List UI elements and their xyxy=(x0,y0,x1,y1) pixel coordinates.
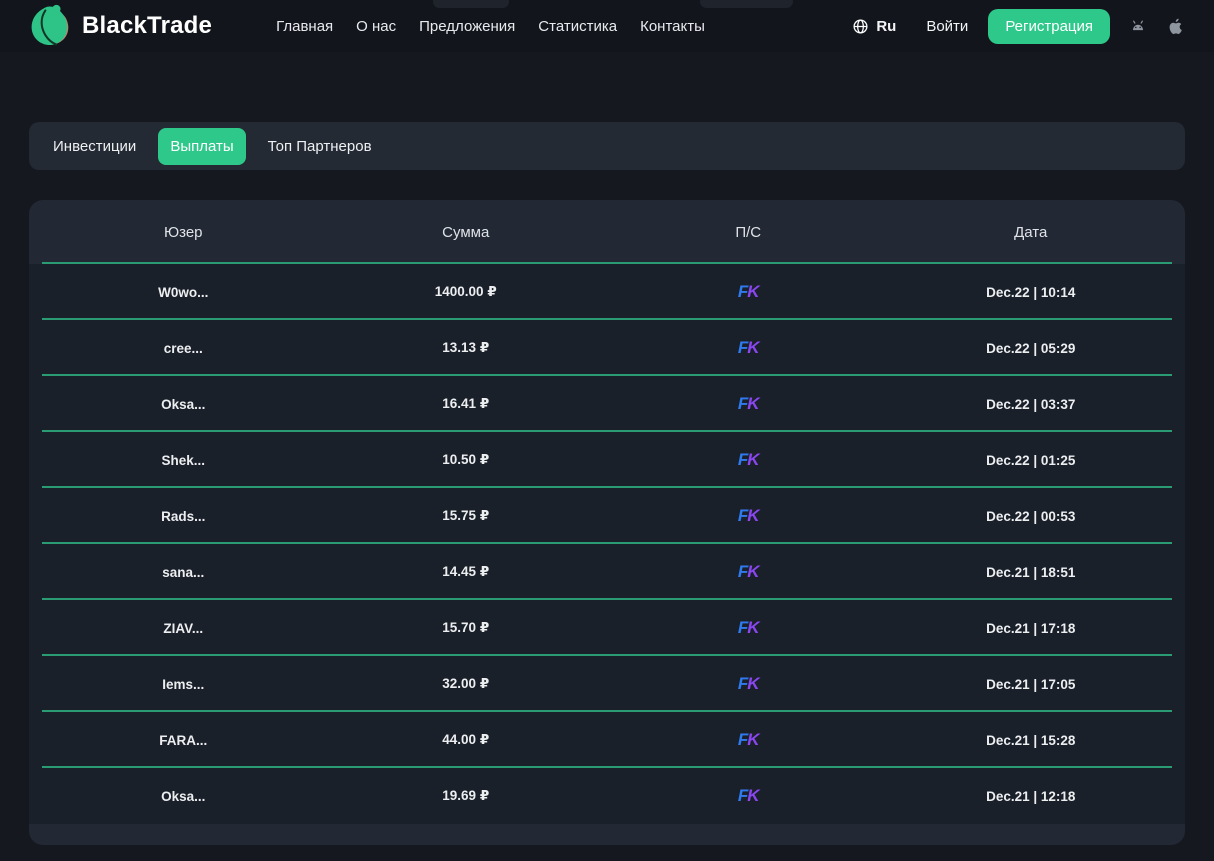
table-row: sana... 14.45 ₽ FK Dec.21 | 18:51 xyxy=(29,544,1185,600)
payment-system-cell: FK xyxy=(607,338,890,358)
amount-cell: 1400.00 ₽ xyxy=(325,284,608,300)
top-navbar: BlackTrade Главная О нас Предложения Статис… xyxy=(0,0,1214,52)
user-cell: Rads... xyxy=(42,509,325,524)
amount-cell: 16.41 ₽ xyxy=(325,396,608,412)
user-cell: Shek... xyxy=(42,453,325,468)
freekassa-icon: FK xyxy=(738,674,759,693)
register-button[interactable]: Регистрация xyxy=(988,9,1110,44)
brand-name: BlackTrade xyxy=(82,12,212,40)
date-cell: Dec.22 | 03:37 xyxy=(890,397,1173,412)
payment-system-cell: FK xyxy=(607,450,890,470)
user-cell: W0wo... xyxy=(42,285,325,300)
amount-cell: 14.45 ₽ xyxy=(325,564,608,580)
tab-1[interactable]: Выплаты xyxy=(158,128,245,165)
user-cell: sana... xyxy=(42,565,325,580)
table-row: Shek... 10.50 ₽ FK Dec.22 | 01:25 xyxy=(29,432,1185,488)
table-row: FARA... 44.00 ₽ FK Dec.21 | 15:28 xyxy=(29,712,1185,768)
nav-item-3[interactable]: Статистика xyxy=(536,14,619,39)
android-icon[interactable] xyxy=(1128,16,1148,36)
table-row: W0wo... 1400.00 ₽ FK Dec.22 | 10:14 xyxy=(29,264,1185,320)
freekassa-icon: FK xyxy=(738,618,759,637)
payment-system-cell: FK xyxy=(607,730,890,750)
tab-0[interactable]: Инвестиции xyxy=(41,128,148,165)
language-selector[interactable]: Ru xyxy=(852,18,896,35)
stats-tabbar: Инвестиции Выплаты Топ Партнеров xyxy=(29,122,1185,170)
amount-cell: 15.75 ₽ xyxy=(325,508,608,524)
column-header-amount: Сумма xyxy=(325,224,608,241)
payment-system-cell: FK xyxy=(607,562,890,582)
freekassa-icon: FK xyxy=(738,506,759,525)
nav-item-4[interactable]: Контакты xyxy=(638,14,707,39)
globe-icon xyxy=(852,18,869,35)
top-edge-artifact xyxy=(433,0,509,8)
freekassa-icon: FK xyxy=(738,394,759,413)
apple-icon[interactable] xyxy=(1166,16,1186,36)
amount-cell: 32.00 ₽ xyxy=(325,676,608,692)
user-cell: Oksa... xyxy=(42,397,325,412)
payment-system-cell: FK xyxy=(607,674,890,694)
freekassa-icon: FK xyxy=(738,338,759,357)
nav-item-0[interactable]: Главная xyxy=(274,14,335,39)
leaf-logo-icon xyxy=(28,4,72,48)
payment-system-cell: FK xyxy=(607,786,890,806)
main-nav: Главная О нас Предложения Статистика Контакт… xyxy=(274,14,707,39)
date-cell: Dec.22 | 00:53 xyxy=(890,509,1173,524)
language-label: Ru xyxy=(876,18,896,35)
payment-system-cell: FK xyxy=(607,506,890,526)
amount-cell: 13.13 ₽ xyxy=(325,340,608,356)
date-cell: Dec.21 | 17:18 xyxy=(890,621,1173,636)
date-cell: Dec.22 | 01:25 xyxy=(890,453,1173,468)
amount-cell: 19.69 ₽ xyxy=(325,788,608,804)
nav-item-1[interactable]: О нас xyxy=(354,14,398,39)
tab-2[interactable]: Топ Партнеров xyxy=(256,128,384,165)
payment-system-cell: FK xyxy=(607,394,890,414)
table-row: cree... 13.13 ₽ FK Dec.22 | 05:29 xyxy=(29,320,1185,376)
date-cell: Dec.21 | 18:51 xyxy=(890,565,1173,580)
date-cell: Dec.22 | 05:29 xyxy=(890,341,1173,356)
nav-item-2[interactable]: Предложения xyxy=(417,14,517,39)
date-cell: Dec.21 | 17:05 xyxy=(890,677,1173,692)
payment-system-cell: FK xyxy=(607,282,890,302)
freekassa-icon: FK xyxy=(738,730,759,749)
table-row: Oksa... 16.41 ₽ FK Dec.22 | 03:37 xyxy=(29,376,1185,432)
table-row: Rads... 15.75 ₽ FK Dec.22 | 00:53 xyxy=(29,488,1185,544)
freekassa-icon: FK xyxy=(738,450,759,469)
user-cell: ZIAV... xyxy=(42,621,325,636)
date-cell: Dec.21 | 12:18 xyxy=(890,789,1173,804)
brand-logo[interactable]: BlackTrade xyxy=(28,4,212,48)
user-cell: Iems... xyxy=(42,677,325,692)
table-body: W0wo... 1400.00 ₽ FK Dec.22 | 10:14 cree… xyxy=(29,264,1185,824)
top-edge-artifact xyxy=(700,0,793,8)
column-header-ps: П/С xyxy=(607,224,890,241)
user-cell: Oksa... xyxy=(42,789,325,804)
payment-system-cell: FK xyxy=(607,618,890,638)
table-row: Oksa... 19.69 ₽ FK Dec.21 | 12:18 xyxy=(29,768,1185,824)
amount-cell: 10.50 ₽ xyxy=(325,452,608,468)
table-row: Iems... 32.00 ₽ FK Dec.21 | 17:05 xyxy=(29,656,1185,712)
user-cell: cree... xyxy=(42,341,325,356)
freekassa-icon: FK xyxy=(738,282,759,301)
topbar-right: Ru Войти Регистрация xyxy=(852,9,1186,44)
column-header-date: Дата xyxy=(890,224,1173,241)
date-cell: Dec.22 | 10:14 xyxy=(890,285,1173,300)
user-cell: FARA... xyxy=(42,733,325,748)
column-header-user: Юзер xyxy=(42,224,325,241)
amount-cell: 44.00 ₽ xyxy=(325,732,608,748)
amount-cell: 15.70 ₽ xyxy=(325,620,608,636)
freekassa-icon: FK xyxy=(738,786,759,805)
table-row: ZIAV... 15.70 ₽ FK Dec.21 | 17:18 xyxy=(29,600,1185,656)
freekassa-icon: FK xyxy=(738,562,759,581)
table-header-row: Юзер Сумма П/С Дата xyxy=(29,200,1185,264)
login-button[interactable]: Войти xyxy=(926,18,968,35)
date-cell: Dec.21 | 15:28 xyxy=(890,733,1173,748)
payouts-table-card: Юзер Сумма П/С Дата W0wo... 1400.00 ₽ FK… xyxy=(29,200,1185,845)
